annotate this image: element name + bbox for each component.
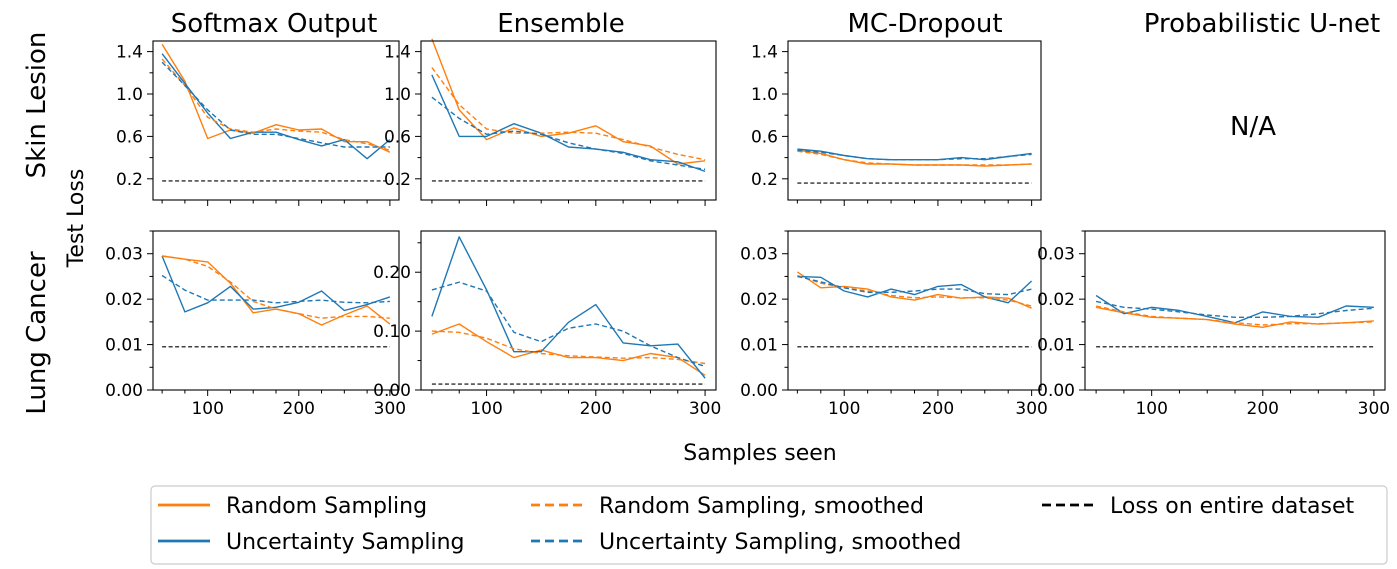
softmax-lung-random-line <box>162 255 391 326</box>
softmax-skin-ytick-label: 0.2 <box>116 170 143 190</box>
softmax-skin-random-line <box>161 43 391 153</box>
mcdropout-lung-ytick-label: 0.00 <box>740 381 778 401</box>
mcdropout-lung-xtick-label: 100 <box>828 399 860 419</box>
legend-label-5: Loss on entire dataset <box>1110 494 1355 519</box>
ensemble-skin-ytick-label: 1.4 <box>384 43 411 63</box>
ensemble-skin-panel: 0.2 0.6 1.0 1.4 <box>384 38 717 206</box>
softmax-lung-random-smoothed-line <box>162 255 390 319</box>
probunet-lung-panel: 100 200 300 0.00 0.01 0.02 0.03 <box>1037 230 1390 419</box>
probunet-skin-na-label: N/A <box>1230 112 1276 142</box>
ensemble-skin-uncertainty-line <box>431 74 706 173</box>
softmax-lung-uncertainty-line <box>161 255 391 313</box>
ensemble-lung-uncertainty-smoothed-line <box>431 281 706 368</box>
mcdropout-skin-ytick-label: 1.0 <box>751 85 778 105</box>
probunet-lung-ytick-label: 0.01 <box>1037 336 1075 356</box>
ensemble-lung-axes-frame <box>420 230 717 391</box>
probunet-lung-ytick-label: 0.02 <box>1037 290 1075 310</box>
legend-label-4: Uncertainty Sampling, smoothed <box>599 530 961 555</box>
column-title-probunet: Probabilistic U-net <box>1144 9 1380 39</box>
softmax-skin-ytick-label: 0.6 <box>116 127 143 147</box>
ensemble-skin-random-smoothed-line <box>431 67 706 161</box>
ensemble-skin-axes-frame <box>420 40 717 201</box>
mcdropout-lung-random-smoothed-line <box>797 274 1032 307</box>
panels: 0.2 0.6 1.0 1.4 0.2 0.6 1.0 1.4 0.2 0.6 1.0 1.4 100 2… <box>105 38 1390 419</box>
softmax-lung-xtick-label: 100 <box>191 399 223 419</box>
probunet-lung-xtick-label: 100 <box>1135 399 1167 419</box>
mcdropout-lung-panel: 100 200 300 0.00 0.01 0.02 0.03 <box>740 230 1048 419</box>
ensemble-lung-xtick-label: 100 <box>470 399 502 419</box>
probunet-lung-ytick-label: 0.03 <box>1037 245 1075 265</box>
probunet-lung-random-smoothed-line <box>1095 305 1374 326</box>
row-label-lung-cancer: Lung Cancer <box>22 251 52 415</box>
softmax-lung-xtick-label: 200 <box>283 399 315 419</box>
mcdropout-lung-random-line <box>797 271 1032 309</box>
mcdropout-lung-xtick-label: 300 <box>1015 399 1047 419</box>
ensemble-lung-random-smoothed-line <box>431 330 706 365</box>
row-label-skin-lesion: Skin Lesion <box>22 32 52 179</box>
ensemble-lung-xtick-label: 300 <box>689 399 721 419</box>
softmax-lung-uncertainty-smoothed-line <box>161 274 390 304</box>
ensemble-skin-ytick-label: 1.0 <box>384 85 411 105</box>
legend-label-3: Random Sampling, smoothed <box>599 494 924 519</box>
probunet-lung-xtick-label: 200 <box>1247 399 1279 419</box>
ensemble-skin-ytick-label: 0.6 <box>384 127 411 147</box>
ensemble-lung-ytick-label: 0.00 <box>373 381 411 401</box>
softmax-skin-uncertainty-smoothed-line <box>161 61 390 148</box>
mcdropout-lung-ytick-label: 0.03 <box>740 245 778 265</box>
ensemble-skin-random-line <box>431 38 706 165</box>
ensemble-lung-xtick-label: 200 <box>580 399 612 419</box>
probunet-lung-uncertainty-smoothed-line <box>1095 300 1374 318</box>
ensemble-skin-ytick-label: 0.2 <box>384 170 411 190</box>
softmax-lung-ytick-label: 0.02 <box>105 290 143 310</box>
mcdropout-lung-xtick-label: 200 <box>922 399 954 419</box>
mcdropout-lung-ytick-label: 0.01 <box>740 336 778 356</box>
softmax-lung-panel: 100 200 300 0.00 0.01 0.02 0.03 <box>105 230 406 419</box>
softmax-skin-ytick-label: 1.0 <box>116 85 143 105</box>
mcdropout-skin-panel: 0.2 0.6 1.0 1.4 <box>751 40 1042 206</box>
mcdropout-skin-axes-frame <box>787 40 1042 201</box>
ensemble-lung-ytick-label: 0.20 <box>373 263 411 283</box>
y-axis-label: Test Loss <box>64 169 89 269</box>
probunet-lung-xtick-label: 300 <box>1358 399 1390 419</box>
softmax-lung-ytick-label: 0.03 <box>105 245 143 265</box>
column-title-softmax: Softmax Output <box>171 9 378 39</box>
mcdropout-lung-uncertainty-smoothed-line <box>797 275 1032 296</box>
mcdropout-lung-ytick-label: 0.02 <box>740 290 778 310</box>
softmax-skin-random-smoothed-line <box>161 58 391 151</box>
softmax-lung-ytick-label: 0.00 <box>105 381 143 401</box>
softmax-skin-ytick-label: 1.4 <box>116 43 143 63</box>
probunet-lung-uncertainty-line <box>1095 294 1374 324</box>
column-title-ensemble: Ensemble <box>497 9 625 39</box>
ensemble-lung-ytick-label: 0.10 <box>373 322 411 342</box>
probunet-lung-ytick-label: 0.00 <box>1037 381 1075 401</box>
mcdropout-lung-axes-frame <box>787 230 1042 391</box>
x-axis-label: Samples seen <box>683 441 836 466</box>
ensemble-lung-random-line <box>431 323 706 376</box>
softmax-lung-ytick-label: 0.01 <box>105 336 143 356</box>
softmax-skin-uncertainty-line <box>161 53 391 160</box>
legend-label-1: Random Sampling <box>226 494 427 519</box>
mcdropout-skin-random-line <box>797 149 1032 167</box>
ensemble-lung-uncertainty-line <box>431 236 706 379</box>
mcdropout-skin-uncertainty-smoothed-line <box>797 149 1032 161</box>
legend-label-2: Uncertainty Sampling <box>226 530 465 555</box>
probunet-lung-axes-frame <box>1084 230 1386 391</box>
softmax-skin-axes-frame <box>152 40 400 201</box>
column-title-mcdropout: MC-Dropout <box>847 9 1002 39</box>
softmax-lung-xtick-label: 300 <box>374 399 406 419</box>
ensemble-skin-uncertainty-smoothed-line <box>431 96 706 170</box>
mcdropout-skin-ytick-label: 0.2 <box>751 170 778 190</box>
mcdropout-skin-ytick-label: 1.4 <box>751 43 778 63</box>
softmax-skin-panel: 0.2 0.6 1.0 1.4 <box>116 40 400 206</box>
mcdropout-skin-ytick-label: 0.6 <box>751 127 778 147</box>
legend: Random Sampling Uncertainty Sampling Rando… <box>150 485 1388 565</box>
mcdropout-skin-random-smoothed-line <box>797 150 1032 166</box>
